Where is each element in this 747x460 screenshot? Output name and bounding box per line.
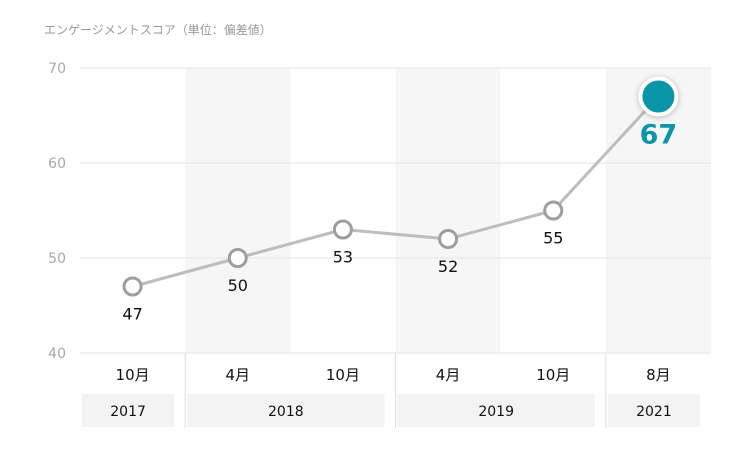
data-label: 50 [228,276,248,295]
year-label: 2021 [636,404,672,420]
data-point [332,219,353,240]
year-box-2019 [397,394,595,427]
data-point-highlight [638,76,679,117]
year-label: 2018 [268,404,304,420]
year-box-2021 [607,394,700,427]
data-point [227,248,248,268]
x-tick-label: 8月 [646,366,671,384]
x-tick-label: 4月 [436,366,461,384]
year-box-2017 [82,394,175,427]
data-label-highlight: 67 [640,120,678,151]
data-label: 52 [438,257,458,276]
y-tick-label: 70 [48,61,66,77]
data-point [543,200,564,221]
x-tick-label: 10月 [326,366,360,384]
year-label: 2017 [110,404,146,420]
series-line [131,95,660,288]
y-tick-label: 40 [48,346,66,362]
data-label: 55 [543,229,563,248]
shaded-column-0 [185,68,291,353]
year-box-2018 [187,394,385,427]
shaded-column-1 [395,68,501,353]
chart-title: エンゲージメントスコア（単位：偏差値） [44,22,272,37]
y-tick-label: 50 [48,251,66,267]
data-label: 53 [333,248,353,267]
data-label: 47 [122,305,142,324]
x-tick-label: 10月 [116,366,150,384]
year-label: 2019 [478,404,514,420]
x-tick-label: 10月 [536,366,570,384]
x-tick-label: 4月 [225,366,250,384]
y-tick-label: 60 [48,156,66,172]
data-point [438,229,459,249]
data-point [122,276,143,297]
